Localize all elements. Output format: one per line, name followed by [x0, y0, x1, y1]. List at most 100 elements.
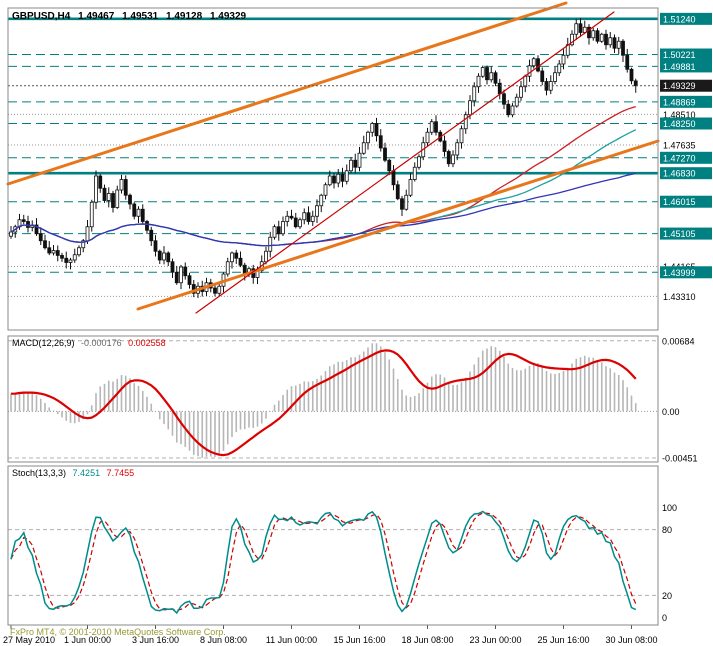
candle-body: [77, 247, 81, 256]
candle-body: [268, 236, 273, 252]
candle-body: [136, 208, 141, 217]
candle-body: [55, 250, 60, 256]
candle-body: [395, 184, 400, 200]
macd-main-value: -0.000176: [81, 338, 122, 348]
stoch-d-value: 7.7455: [106, 468, 135, 478]
candle-body: [64, 257, 69, 263]
candle-body: [145, 221, 149, 231]
candle-body: [468, 100, 472, 116]
candle-body: [519, 86, 523, 98]
candle-body: [578, 23, 583, 33]
candle-body: [459, 128, 464, 144]
candle-body: [162, 252, 166, 261]
candle-body: [319, 194, 324, 207]
macd-label: MACD(12,26,9): [12, 338, 75, 348]
price-axis-box: [660, 60, 712, 73]
candle-body: [476, 75, 481, 88]
ohlc-close-value: 1.49329: [209, 11, 247, 22]
candle-body: [391, 170, 396, 186]
price-axis[interactable]: 1.485101.476351.441651.433101.512401.502…: [660, 12, 712, 302]
candle-body: [561, 54, 566, 65]
inner-trendline: [195, 11, 615, 314]
candle-body: [502, 93, 506, 105]
macd-histogram: [10, 343, 637, 458]
candle-body: [378, 135, 383, 149]
candle-body: [213, 287, 217, 294]
channel-bottom-trendline: [136, 139, 660, 311]
candle-body: [234, 252, 239, 259]
candle-body: [183, 266, 188, 277]
candle-body: [599, 33, 604, 42]
candle-body: [230, 252, 234, 263]
candle-body: [451, 154, 455, 165]
candle-body: [132, 203, 137, 217]
candle-body: [616, 40, 621, 49]
candle-body: [111, 193, 115, 208]
candle-body: [489, 72, 494, 81]
price-axis-label: 1.48869: [663, 97, 696, 107]
teal-level-lines: [8, 17, 658, 273]
price-axis-label: 1.48250: [663, 119, 696, 129]
price-axis-box: [660, 167, 712, 180]
macd-axis-label: 0.00684: [662, 336, 695, 346]
candle-body: [306, 212, 311, 222]
candle-body: [85, 226, 90, 242]
stoch-axis[interactable]: 100 80 20 0: [662, 503, 677, 623]
candle-body: [336, 173, 341, 184]
stoch-label: Stoch(13,3,3): [12, 468, 67, 478]
candle-body: [344, 170, 349, 182]
macd-axis-label: 0.00: [662, 407, 680, 417]
candle-body: [446, 151, 451, 165]
candle-body: [115, 189, 120, 208]
stoch-k-line: [10, 510, 637, 615]
candle-body: [285, 215, 290, 222]
candle-body: [587, 26, 591, 39]
candle-body: [404, 194, 409, 210]
candle-body: [332, 175, 336, 184]
candle-body: [272, 226, 277, 238]
candle-body: [434, 121, 438, 133]
candle-body: [480, 67, 485, 77]
stoch-axis-label: 20: [662, 591, 672, 601]
candle-body: [119, 179, 124, 191]
time-axis-label: 18 Jun 08:00: [401, 635, 453, 645]
candle-body: [149, 229, 154, 242]
time-axis[interactable]: 27 May 2010 1 Jun 00:00 3 Jun 16:00 8 Jun 0…: [3, 625, 658, 645]
candle-body: [191, 284, 196, 294]
candle-body: [523, 75, 528, 88]
candle-body: [187, 275, 192, 285]
candle-body: [553, 72, 557, 82]
price-axis-box: [660, 266, 712, 279]
candle-body: [570, 33, 574, 46]
macd-signal-line: [10, 349, 637, 457]
candle-body: [174, 271, 179, 284]
candle-body: [72, 254, 77, 261]
candle-body: [557, 63, 562, 74]
candle-body: [102, 187, 107, 201]
candle-body: [302, 212, 307, 221]
candle-body: [281, 221, 285, 235]
moving-averages: [10, 105, 637, 247]
main-panel-border: [7, 7, 659, 331]
macd-axis[interactable]: 0.00684 0.00 -0.00451: [662, 336, 698, 463]
candle-body: [106, 193, 111, 201]
price-axis-tick-label: 1.47635: [663, 141, 696, 151]
candle-body: [166, 252, 171, 263]
candle-body: [621, 40, 625, 56]
ohlc-low-value: 1.49128: [166, 11, 203, 22]
ohlc-open-value: 1.49467: [78, 11, 115, 22]
price-axis-label: 1.43999: [663, 268, 696, 278]
candle-body: [323, 184, 328, 196]
candle-body: [60, 255, 64, 259]
candle-body: [51, 250, 56, 254]
candle-body: [429, 121, 434, 133]
macd-scale-lines: [8, 340, 658, 459]
candle-body: [425, 131, 430, 144]
candle-body: [374, 123, 379, 137]
price-axis-tick-label: 1.43310: [663, 292, 696, 302]
ma-slow-line: [10, 172, 636, 247]
macd-axis-label: -0.00451: [662, 453, 698, 463]
candle-body: [442, 140, 447, 152]
candle-body: [89, 201, 94, 228]
